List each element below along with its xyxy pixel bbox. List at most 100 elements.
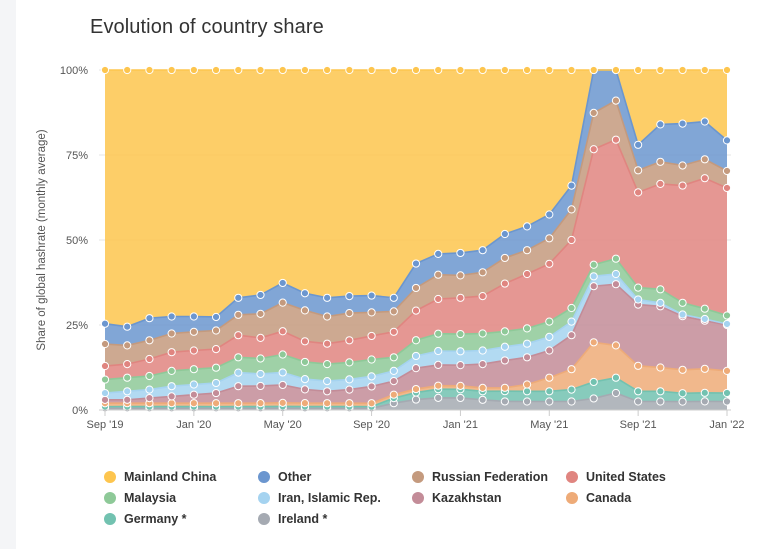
point-russian-federation[interactable] [389, 307, 398, 316]
point-ireland[interactable] [611, 388, 621, 398]
point-iran-islamic-rep[interactable] [367, 372, 376, 381]
point-mainland-china[interactable] [123, 65, 132, 75]
point-united-states[interactable] [545, 259, 554, 268]
point-malaysia[interactable] [634, 283, 643, 292]
point-mainland-china[interactable] [234, 65, 243, 75]
point-other[interactable] [189, 312, 198, 321]
point-other[interactable] [634, 140, 643, 149]
point-russian-federation[interactable] [722, 166, 732, 176]
point-kazakhstan[interactable] [434, 360, 443, 369]
point-russian-federation[interactable] [589, 108, 598, 118]
point-united-states[interactable] [634, 188, 643, 197]
point-russian-federation[interactable] [323, 312, 332, 321]
point-ireland[interactable] [589, 394, 598, 403]
point-kazakhstan[interactable] [234, 382, 243, 391]
point-russian-federation[interactable] [123, 341, 132, 350]
point-ireland[interactable] [722, 397, 732, 406]
point-ireland[interactable] [456, 393, 465, 403]
point-united-states[interactable] [167, 348, 176, 357]
point-united-states[interactable] [589, 145, 598, 154]
point-malaysia[interactable] [123, 373, 132, 382]
point-malaysia[interactable] [234, 353, 243, 362]
point-united-states[interactable] [189, 346, 198, 355]
point-iran-islamic-rep[interactable] [389, 366, 398, 375]
point-mainland-china[interactable] [345, 65, 354, 75]
point-canada[interactable] [300, 399, 310, 408]
point-canada[interactable] [389, 390, 398, 399]
point-malaysia[interactable] [100, 375, 110, 384]
point-other[interactable] [678, 119, 687, 128]
point-mainland-china[interactable] [589, 65, 598, 75]
point-ireland[interactable] [411, 395, 421, 404]
point-iran-islamic-rep[interactable] [634, 295, 643, 304]
point-canada[interactable] [411, 384, 421, 394]
point-ireland[interactable] [678, 397, 687, 406]
point-russian-federation[interactable] [634, 166, 643, 175]
point-kazakhstan[interactable] [189, 390, 198, 399]
point-russian-federation[interactable] [256, 309, 265, 318]
point-iran-islamic-rep[interactable] [100, 388, 110, 398]
point-russian-federation[interactable] [211, 326, 221, 335]
point-malaysia[interactable] [211, 363, 221, 372]
point-kazakhstan[interactable] [345, 385, 354, 394]
point-kazakhstan[interactable] [500, 356, 509, 365]
point-united-states[interactable] [611, 135, 621, 144]
point-united-states[interactable] [478, 292, 487, 301]
point-russian-federation[interactable] [189, 327, 198, 336]
point-mainland-china[interactable] [256, 65, 265, 75]
point-canada[interactable] [367, 399, 376, 408]
point-kazakhstan[interactable] [545, 346, 554, 355]
point-mainland-china[interactable] [167, 65, 176, 75]
point-malaysia[interactable] [278, 350, 287, 359]
point-mainland-china[interactable] [367, 65, 376, 75]
point-iran-islamic-rep[interactable] [567, 317, 576, 326]
point-other[interactable] [145, 314, 154, 323]
point-mainland-china[interactable] [656, 65, 665, 75]
point-other[interactable] [434, 249, 443, 258]
point-canada[interactable] [456, 381, 465, 390]
point-other[interactable] [500, 229, 509, 239]
legend-item-germany[interactable]: Germany * [104, 512, 258, 526]
point-iran-islamic-rep[interactable] [167, 382, 176, 391]
point-ireland[interactable] [434, 393, 443, 402]
point-malaysia[interactable] [700, 304, 709, 313]
point-united-states[interactable] [145, 354, 154, 364]
point-russian-federation[interactable] [678, 161, 687, 170]
legend-item-other[interactable]: Other [258, 470, 412, 484]
point-canada[interactable] [323, 399, 332, 408]
point-iran-islamic-rep[interactable] [411, 351, 421, 361]
point-other[interactable] [722, 136, 732, 145]
point-malaysia[interactable] [389, 353, 398, 362]
point-malaysia[interactable] [167, 366, 176, 375]
point-mainland-china[interactable] [722, 65, 732, 75]
point-malaysia[interactable] [345, 358, 354, 367]
point-united-states[interactable] [389, 327, 398, 336]
point-canada[interactable] [678, 365, 687, 374]
point-iran-islamic-rep[interactable] [656, 298, 665, 307]
point-kazakhstan[interactable] [323, 387, 332, 396]
point-kazakhstan[interactable] [367, 382, 376, 391]
point-russian-federation[interactable] [456, 271, 465, 280]
point-kazakhstan[interactable] [278, 380, 287, 390]
point-russian-federation[interactable] [367, 308, 376, 317]
point-malaysia[interactable] [256, 354, 265, 363]
point-kazakhstan[interactable] [389, 377, 398, 386]
point-malaysia[interactable] [567, 303, 576, 313]
point-other[interactable] [278, 278, 287, 288]
point-malaysia[interactable] [145, 371, 154, 381]
point-other[interactable] [234, 293, 243, 302]
point-canada[interactable] [589, 338, 598, 347]
point-iran-islamic-rep[interactable] [700, 314, 709, 324]
point-iran-islamic-rep[interactable] [300, 374, 310, 384]
point-other[interactable] [100, 319, 110, 328]
point-russian-federation[interactable] [478, 268, 487, 277]
point-other[interactable] [389, 293, 398, 302]
point-iran-islamic-rep[interactable] [189, 380, 198, 389]
point-iran-islamic-rep[interactable] [545, 332, 554, 341]
point-malaysia[interactable] [656, 285, 665, 294]
point-mainland-china[interactable] [189, 65, 198, 75]
point-canada[interactable] [234, 399, 243, 408]
point-other[interactable] [256, 290, 265, 300]
point-ireland[interactable] [478, 395, 487, 404]
point-ireland[interactable] [567, 397, 576, 406]
